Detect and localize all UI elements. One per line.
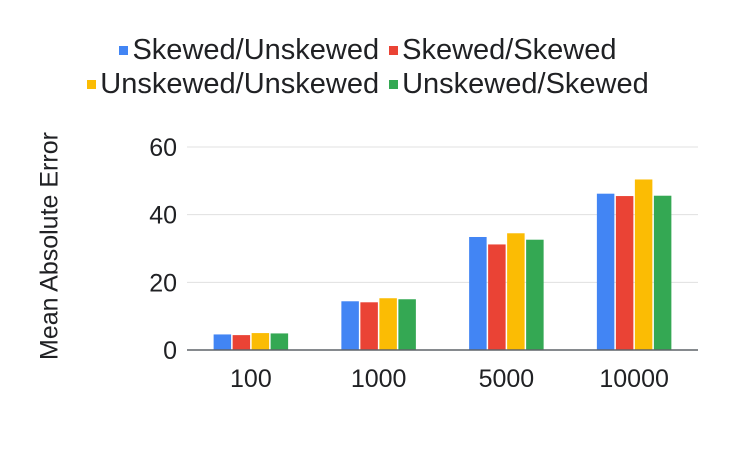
bar-unskewed-unskewed-5000 bbox=[507, 233, 525, 350]
bar-unskewed-skewed-100 bbox=[270, 333, 289, 350]
legend-label-skewed-skewed: Skewed/Skewed bbox=[402, 33, 617, 66]
x-tick-label-5000: 5000 bbox=[479, 365, 535, 393]
y-tick-label-60: 60 bbox=[149, 134, 177, 162]
bar-unskewed-skewed-10000 bbox=[653, 195, 672, 350]
legend-item-skewed-skewed: Skewed/Skewed bbox=[389, 33, 617, 67]
bar-unskewed-unskewed-100 bbox=[251, 333, 270, 350]
bar-skewed-unskewed-1000 bbox=[341, 301, 359, 350]
legend-label-unskewed-skewed: Unskewed/Skewed bbox=[402, 67, 649, 100]
x-tick-label-10000: 10000 bbox=[599, 365, 669, 393]
bar-skewed-skewed-10000 bbox=[615, 196, 634, 350]
y-tick-label-20: 20 bbox=[149, 269, 177, 297]
bar-unskewed-skewed-5000 bbox=[526, 239, 544, 350]
legend-item-skewed-unskewed: Skewed/Unskewed bbox=[119, 34, 379, 67]
bar-skewed-unskewed-100 bbox=[213, 334, 232, 350]
bar-skewed-unskewed-10000 bbox=[596, 193, 615, 350]
bar-unskewed-skewed-1000 bbox=[398, 299, 416, 350]
x-tick-label-1000: 1000 bbox=[351, 365, 407, 393]
bars bbox=[213, 179, 672, 350]
legend-row-1: Skewed/Unskewed Skewed/Skewed bbox=[0, 30, 736, 70]
y-tick-label-0: 0 bbox=[163, 337, 177, 365]
legend-row-2: Unskewed/Unskewed Unskewed/Skewed bbox=[0, 64, 736, 104]
legend-swatch-unskewed-skewed bbox=[389, 79, 399, 89]
legend-item-unskewed-skewed: Unskewed/Skewed bbox=[389, 68, 649, 101]
legend-label-skewed-unskewed: Skewed/Unskewed bbox=[132, 33, 380, 66]
legend-item-unskewed-unskewed: Unskewed/Unskewed bbox=[87, 68, 379, 101]
bar-unskewed-unskewed-10000 bbox=[634, 179, 653, 350]
x-tick-label-100: 100 bbox=[230, 365, 272, 393]
legend-swatch-skewed-unskewed bbox=[119, 45, 129, 55]
legend-swatch-unskewed-unskewed bbox=[87, 79, 97, 89]
bar-skewed-skewed-100 bbox=[232, 335, 251, 350]
bar-unskewed-unskewed-1000 bbox=[379, 298, 397, 350]
legend-swatch-skewed-skewed bbox=[389, 45, 399, 55]
y-tick-label-40: 40 bbox=[149, 202, 177, 230]
bar-skewed-skewed-5000 bbox=[488, 244, 506, 350]
tick-labels: 0 20 40 60 100 1000 5000 10000 bbox=[149, 134, 669, 393]
bar-skewed-skewed-1000 bbox=[360, 302, 378, 350]
bar-skewed-unskewed-5000 bbox=[469, 236, 487, 350]
legend-label-unskewed-unskewed: Unskewed/Unskewed bbox=[100, 67, 380, 100]
